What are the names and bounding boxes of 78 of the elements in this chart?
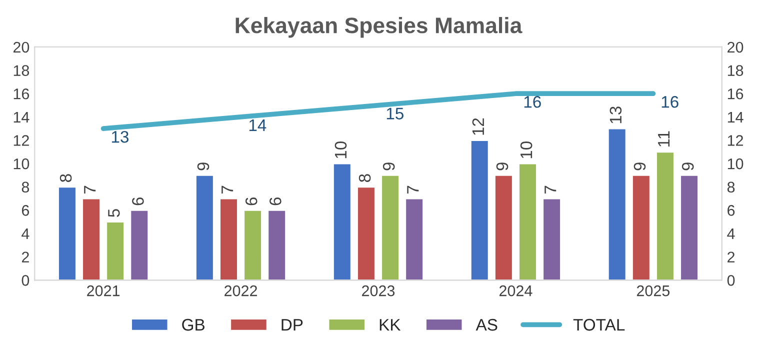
- data-label: 15: [386, 108, 404, 120]
- data-label: 7: [544, 186, 556, 194]
- y2-tick-label: 2: [728, 252, 735, 262]
- y-tick-label: 12: [14, 135, 29, 146]
- y2-tick-label: 18: [728, 65, 744, 76]
- data-label: 13: [610, 106, 622, 124]
- y-tick-label: 6: [22, 205, 30, 216]
- x-tick-label: 2025: [636, 285, 670, 296]
- bar: [380, 174, 400, 280]
- data-label: 9: [682, 162, 694, 170]
- x-tick-label: 2023: [362, 285, 395, 296]
- data-label: 13: [112, 130, 128, 143]
- bar: [680, 174, 699, 280]
- data-label: 6: [132, 197, 144, 206]
- legend-label: AS: [476, 318, 498, 331]
- y2-tick-label: 20: [728, 42, 744, 53]
- y2-tick-label: 8: [727, 182, 735, 193]
- y-tick-label: 10: [14, 158, 30, 170]
- bar: [195, 174, 214, 280]
- bar: [518, 162, 538, 280]
- y2-tick-label: 0: [727, 275, 735, 286]
- bar: [356, 186, 376, 280]
- bar: [632, 174, 651, 280]
- data-label: 16: [662, 96, 678, 108]
- y-tick-label: 2: [22, 252, 29, 262]
- bar: [332, 162, 352, 280]
- data-label: 11: [658, 131, 670, 146]
- bar: [542, 198, 562, 280]
- bar: [607, 128, 627, 280]
- data-label: 5: [108, 209, 120, 218]
- data-label: 16: [524, 96, 541, 108]
- y-tick-label: 20: [13, 42, 30, 53]
- y2-tick-label: 10: [728, 158, 744, 170]
- data-label: 9: [197, 162, 210, 170]
- y-tick-label: 4: [22, 228, 30, 240]
- bar: [267, 209, 286, 280]
- data-label: 10: [334, 142, 347, 158]
- y-tick-label: 14: [14, 112, 30, 122]
- data-label: 10: [520, 142, 532, 158]
- data-label: 12: [472, 118, 484, 135]
- bar: [243, 209, 262, 280]
- y-tick-label: 18: [14, 65, 30, 76]
- bar: [130, 209, 150, 280]
- bar: [404, 198, 424, 280]
- data-label: 6: [270, 197, 282, 206]
- x-tick-label: 2021: [87, 285, 120, 296]
- data-label: 7: [84, 186, 96, 194]
- bar: [82, 198, 101, 280]
- bar: [106, 221, 125, 280]
- data-label: 8: [60, 174, 72, 182]
- legend-label: TOTAL: [573, 318, 625, 331]
- x-tick-label: 2024: [499, 285, 532, 296]
- bar: [656, 151, 675, 280]
- data-label: 6: [245, 197, 258, 206]
- data-label: 8: [358, 174, 371, 182]
- legend-label: GB: [182, 318, 204, 331]
- x-tick-label: 2022: [224, 285, 257, 296]
- bar: [219, 198, 238, 280]
- y-tick-label: 16: [14, 88, 30, 100]
- bar: [470, 140, 490, 280]
- data-label: 9: [382, 162, 395, 170]
- legend-label: KK: [380, 319, 401, 331]
- y-tick-label: 8: [22, 182, 30, 193]
- y2-tick-label: 6: [728, 205, 735, 216]
- y2-tick-label: 16: [728, 88, 744, 100]
- y2-tick-label: 4: [727, 228, 735, 240]
- bar: [494, 174, 514, 280]
- data-label: 9: [496, 162, 508, 170]
- data-label: 7: [407, 186, 419, 194]
- data-label: 7: [222, 186, 234, 194]
- data-label: 14: [249, 119, 266, 131]
- chart-title: Kekayaan Spesies Mamalia: [236, 16, 522, 38]
- y-tick-label: 0: [22, 275, 30, 286]
- legend-label: DP: [282, 319, 303, 331]
- y2-tick-label: 12: [728, 135, 744, 146]
- bar: [58, 186, 77, 280]
- data-label: 9: [634, 162, 646, 170]
- y2-tick-label: 14: [728, 112, 744, 122]
